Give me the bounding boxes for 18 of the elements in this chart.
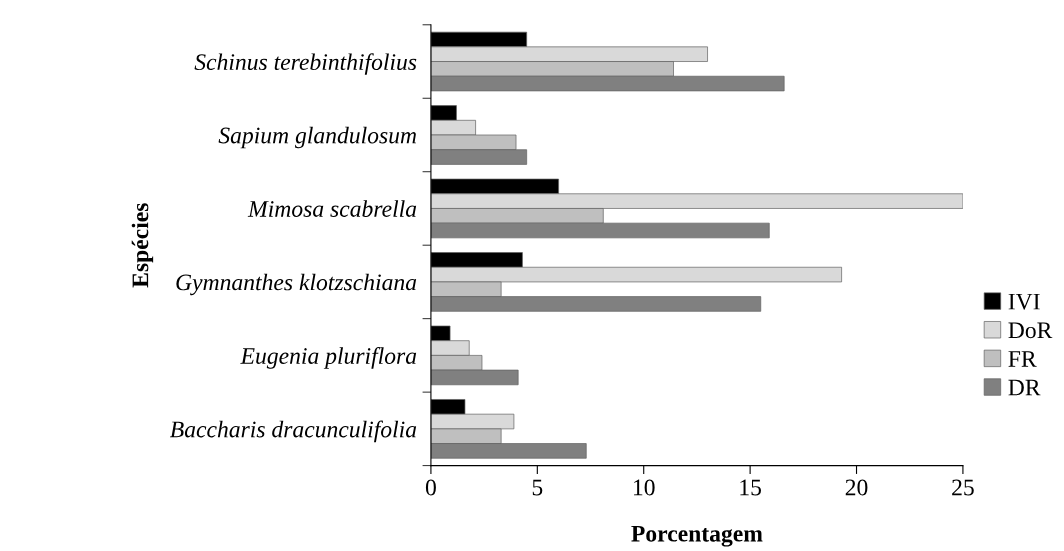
x-axis-title: Porcentagem [631, 525, 763, 547]
y-tick-label: Schinus terebinthifolius [194, 53, 417, 75]
legend-label: FR [1008, 351, 1037, 367]
legend-label: DR [1008, 379, 1041, 396]
y-tick-label: Mimosa scabrella [247, 200, 417, 217]
x-tick-label: 0 [425, 479, 436, 496]
y-tick-label: Gymnanthes klotzschiana [176, 273, 417, 296]
y-tick-label: Sapium glandulosum [218, 126, 417, 149]
x-tick-label: 25 [952, 479, 974, 496]
y-axis-title: Espécies [131, 203, 154, 288]
legend-label: IVI [1008, 293, 1040, 310]
x-tick-label: 10 [633, 479, 655, 496]
legend-label: DoR [1008, 322, 1053, 339]
y-tick-label: Baccharis dracunculifolia [170, 420, 417, 443]
x-tick-label: 5 [532, 479, 543, 496]
y-tick-label: Eugenia pluriflora [240, 347, 417, 369]
x-tick-label: 20 [845, 479, 868, 496]
x-tick-label: 15 [740, 479, 761, 496]
